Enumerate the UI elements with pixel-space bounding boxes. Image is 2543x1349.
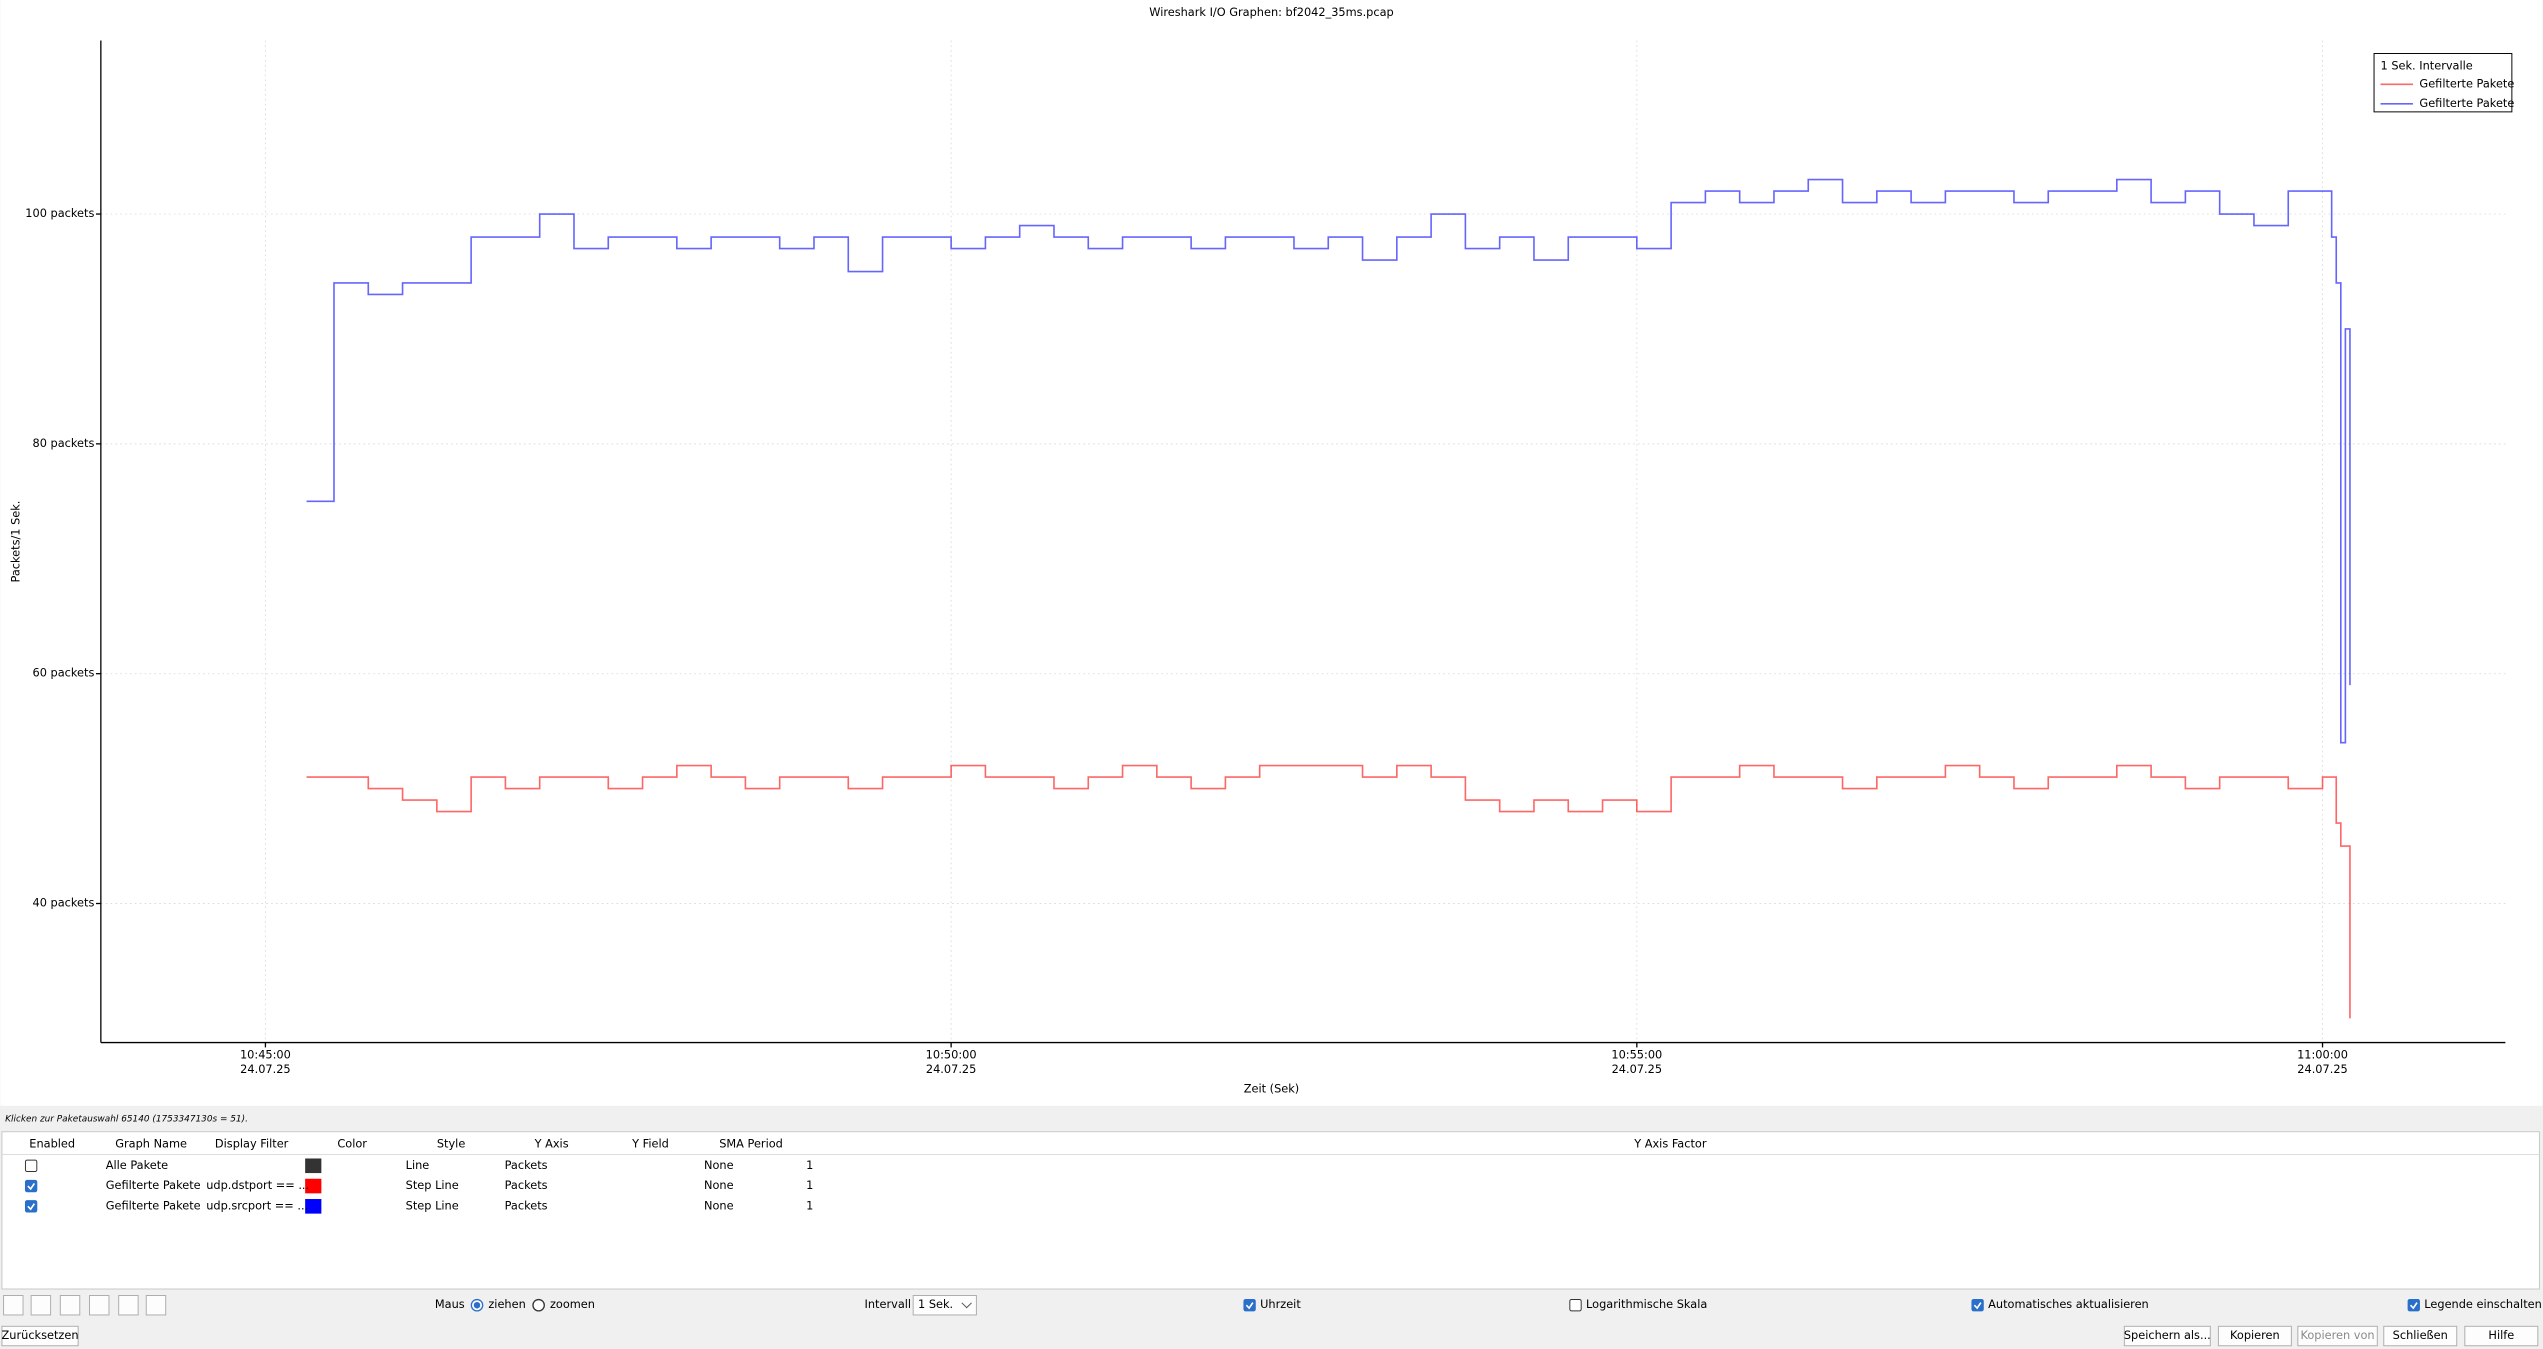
table-cell: Gefilterte Pakete bbox=[106, 1198, 201, 1212]
table-header: Enabled bbox=[29, 1137, 75, 1151]
table-header: Display Filter bbox=[215, 1137, 289, 1151]
table-cell: 1 bbox=[806, 1198, 813, 1212]
check-mark bbox=[1973, 1302, 1982, 1310]
y-tick-label: 40 packets bbox=[33, 896, 95, 910]
table-header: Y Field bbox=[631, 1137, 669, 1151]
status-text: Klicken zur Paketauswahl 65140 (17533471… bbox=[5, 1114, 248, 1124]
button[interactable] bbox=[2217, 1325, 2292, 1347]
x-axis-label: Zeit (Sek) bbox=[1244, 1082, 1299, 1096]
tool-button[interactable] bbox=[118, 1295, 139, 1316]
radio-dot bbox=[473, 1301, 481, 1309]
button-label: Zurücksetzen bbox=[2, 1328, 79, 1342]
checkbox-label: Legende einschalten bbox=[2424, 1297, 2541, 1311]
enabled-checkbox[interactable] bbox=[24, 1159, 38, 1172]
interval-combo[interactable] bbox=[912, 1295, 977, 1316]
series-line bbox=[306, 764, 2351, 1019]
option-checkbox[interactable] bbox=[1971, 1299, 1984, 1312]
checkbox-label: Automatisches aktualisieren bbox=[1988, 1297, 2149, 1311]
button-label: Kopieren von bbox=[2301, 1328, 2375, 1342]
radio-label: zoomen bbox=[550, 1297, 595, 1311]
button[interactable] bbox=[2123, 1325, 2211, 1347]
checkbox-label: Uhrzeit bbox=[1260, 1297, 1301, 1311]
table-header: Color bbox=[337, 1137, 367, 1151]
table-cell: None bbox=[704, 1178, 734, 1192]
button-label: Speichern als... bbox=[2124, 1328, 2211, 1342]
y-tick-label: 80 packets bbox=[33, 436, 95, 450]
x-tick-label: 10:45:00 bbox=[240, 1048, 291, 1062]
table-header: SMA Period bbox=[719, 1137, 783, 1151]
radio-label: ziehen bbox=[488, 1297, 525, 1311]
color-swatch[interactable] bbox=[305, 1178, 322, 1194]
button-label: Schließen bbox=[2393, 1328, 2448, 1342]
button[interactable] bbox=[2297, 1325, 2378, 1347]
table-cell: Alle Pakete bbox=[106, 1158, 168, 1172]
legend-label: Gefilterte Pakete bbox=[2419, 96, 2514, 110]
table-cell: Packets bbox=[505, 1198, 548, 1212]
button[interactable] bbox=[1, 1325, 79, 1347]
x-tick-date: 24.07.25 bbox=[1612, 1062, 1662, 1076]
enabled-checkbox[interactable] bbox=[24, 1179, 38, 1193]
table-cell: udp.srcport == ... bbox=[206, 1198, 308, 1212]
x-tick-date: 24.07.25 bbox=[240, 1062, 290, 1076]
button-label: Hilfe bbox=[2488, 1328, 2514, 1342]
combo-arrow bbox=[961, 1302, 972, 1309]
y-tick-label: 60 packets bbox=[33, 666, 95, 680]
y-tick-label: 100 packets bbox=[25, 206, 94, 220]
table-cell: Packets bbox=[505, 1158, 548, 1172]
tool-button[interactable] bbox=[145, 1295, 167, 1316]
radio[interactable] bbox=[532, 1298, 545, 1312]
check-mark bbox=[1245, 1302, 1254, 1310]
check-mark bbox=[2409, 1302, 2418, 1310]
tool-button[interactable] bbox=[89, 1295, 110, 1316]
table-header: Style bbox=[437, 1137, 465, 1151]
table-cell: 1 bbox=[806, 1158, 813, 1172]
legend-label: Gefilterte Pakete bbox=[2419, 76, 2514, 90]
button-label: Kopieren bbox=[2230, 1328, 2280, 1342]
table-header: Y Axis bbox=[534, 1137, 569, 1151]
table-cell: Line bbox=[406, 1158, 430, 1172]
button[interactable] bbox=[2383, 1325, 2458, 1347]
table-cell: Step Line bbox=[406, 1178, 459, 1192]
check-mark bbox=[27, 1183, 36, 1191]
tool-button[interactable] bbox=[3, 1295, 24, 1316]
plot-widget bbox=[0, 0, 2543, 1106]
checkbox-label: Logarithmische Skala bbox=[1586, 1297, 1707, 1311]
enabled-checkbox[interactable] bbox=[24, 1200, 38, 1213]
tool-button[interactable] bbox=[30, 1295, 52, 1316]
x-tick-label: 10:50:00 bbox=[926, 1048, 977, 1062]
option-checkbox[interactable] bbox=[1243, 1299, 1256, 1312]
option-checkbox[interactable] bbox=[2407, 1299, 2420, 1312]
color-swatch[interactable] bbox=[305, 1158, 322, 1174]
x-tick-label: 11:00:00 bbox=[2297, 1048, 2348, 1062]
legend-box bbox=[2373, 53, 2513, 113]
table-header: Graph Name bbox=[115, 1137, 187, 1151]
table-cell: Packets bbox=[505, 1178, 548, 1192]
table-cell: Step Line bbox=[406, 1198, 459, 1212]
color-swatch[interactable] bbox=[305, 1199, 322, 1214]
window-title: Wireshark I/O Graphen: bf2042_35ms.pcap bbox=[1149, 5, 1393, 19]
table-header: Y Axis Factor bbox=[1633, 1137, 1707, 1151]
legend-title: 1 Sek. Intervalle bbox=[2381, 58, 2473, 72]
tool-button[interactable] bbox=[59, 1295, 81, 1316]
series-line bbox=[306, 178, 2351, 744]
x-tick-date: 24.07.25 bbox=[2297, 1062, 2347, 1076]
table-cell: Gefilterte Pakete bbox=[106, 1178, 201, 1192]
table-cell: None bbox=[704, 1158, 734, 1172]
mouse-label: Maus bbox=[435, 1297, 465, 1311]
table-cell: 1 bbox=[806, 1178, 813, 1192]
check-mark bbox=[27, 1203, 36, 1211]
interval-label: Intervall bbox=[865, 1297, 912, 1311]
table-cell: udp.dstport == ... bbox=[206, 1178, 309, 1192]
graph-table bbox=[1, 1131, 2540, 1290]
x-tick-label: 10:55:00 bbox=[1611, 1048, 1662, 1062]
interval-value: 1 Sek. bbox=[918, 1297, 953, 1311]
button[interactable] bbox=[2464, 1325, 2539, 1347]
table-cell: None bbox=[704, 1198, 734, 1212]
option-checkbox[interactable] bbox=[1569, 1299, 1582, 1312]
y-axis-label: Packets/1 Sek. bbox=[9, 501, 23, 583]
x-tick-date: 24.07.25 bbox=[926, 1062, 976, 1076]
